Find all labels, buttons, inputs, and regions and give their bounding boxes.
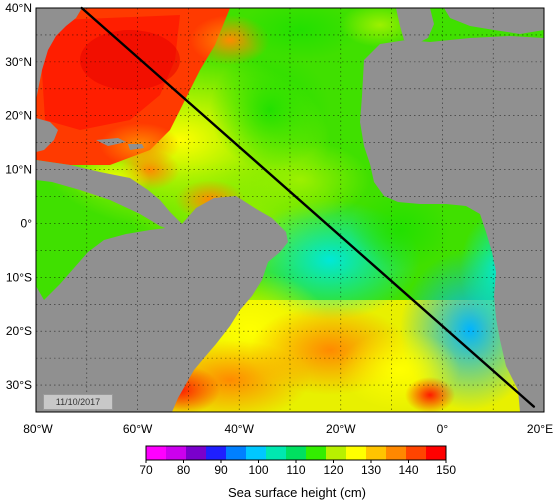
latitude-label: 40°N [5, 1, 32, 15]
colorbar-tick-label: 140 [398, 463, 418, 477]
longitude-label: 0° [437, 422, 449, 436]
latitude-label: 30°S [6, 378, 32, 392]
colorbar-swatch [326, 446, 347, 460]
colorbar-swatch [246, 446, 267, 460]
colorbar-tick-label: 150 [436, 463, 456, 477]
ship-track-line [80, 6, 536, 408]
latitude-label: 20°N [5, 109, 32, 123]
map-frame [35, 7, 545, 413]
colorbar-tick-label: 90 [214, 463, 228, 477]
colorbar-swatch [206, 446, 227, 460]
latitude-label: 10°N [5, 163, 32, 177]
longitude-labels: 80°W 60°W 40°W 20°W 0° 20°E [23, 422, 553, 436]
colorbar-swatch [346, 446, 367, 460]
colorbar-swatch [366, 446, 387, 460]
colorbar-tick-label: 130 [361, 463, 381, 477]
longitude-label: 60°W [123, 422, 153, 436]
graticule [36, 8, 544, 412]
colorbar-swatch [306, 446, 327, 460]
longitude-label: 80°W [23, 422, 53, 436]
colorbar-swatch [266, 446, 287, 460]
latitude-label: 10°S [6, 270, 32, 284]
longitude-label: 20°E [527, 422, 553, 436]
colorbar-tick-label: 100 [248, 463, 268, 477]
colorbar-swatch [406, 446, 427, 460]
latitude-label: 20°S [6, 324, 32, 338]
colorbar-swatch [386, 446, 407, 460]
colorbar-swatch [426, 446, 447, 460]
colorbar-tick-label: 120 [323, 463, 343, 477]
colorbar-tick-label: 110 [286, 463, 305, 477]
colorbar [145, 445, 447, 461]
colorbar-swatch [146, 446, 167, 460]
colorbar-swatch [286, 446, 307, 460]
latitude-label: 0° [21, 216, 33, 230]
latitude-label: 30°N [5, 55, 32, 69]
colorbar-swatch [186, 446, 207, 460]
longitude-label: 20°W [326, 422, 356, 436]
latitude-labels: 40°N 30°N 20°N 10°N 0° 10°S 20°S 30°S [5, 1, 32, 392]
colorbar-tick-label: 70 [139, 463, 153, 477]
colorbar-tick-label: 80 [177, 463, 191, 477]
date-badge: 11/10/2017 [43, 394, 113, 410]
colorbar-tick-labels: 70 80 90 100 110 120 130 140 150 [139, 460, 456, 477]
colorbar-swatch [226, 446, 247, 460]
longitude-label: 40°W [224, 422, 254, 436]
colorbar-swatch [166, 446, 187, 460]
colorbar-label: Sea surface height (cm) [228, 485, 366, 500]
